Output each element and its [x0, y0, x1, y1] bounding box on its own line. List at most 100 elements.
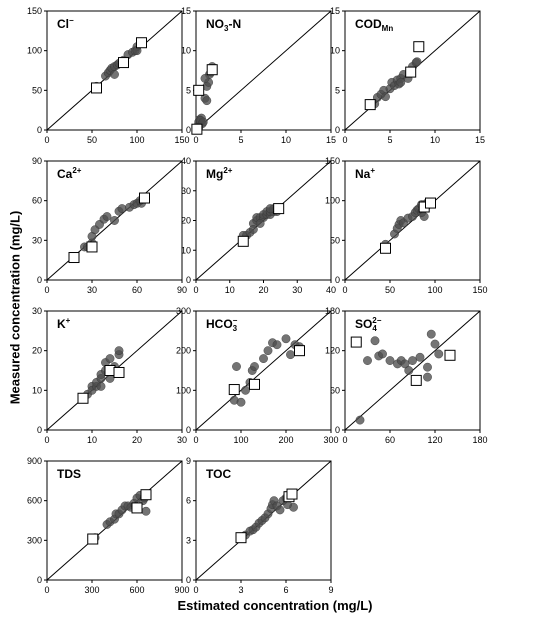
data-point-square [410, 374, 422, 386]
x-tick-label: 10 [87, 435, 97, 445]
x-tick-label: 6 [283, 585, 288, 595]
data-point [415, 352, 425, 362]
y-tick-label: 150 [27, 6, 42, 16]
y-tick-label: 9 [186, 456, 191, 466]
data-point [385, 356, 395, 365]
panel-title: Mg2+ [206, 166, 233, 181]
y-tick-label: 0 [335, 425, 340, 435]
y-tick-label: 50 [32, 85, 42, 95]
data-point-square [136, 37, 147, 49]
data-point [378, 349, 387, 359]
y-tick-label: 50 [330, 235, 340, 245]
data-point-square [118, 57, 129, 69]
data-point-square [206, 64, 218, 76]
y-tick-label: 3 [186, 535, 191, 545]
x-tick-label: 150 [472, 285, 487, 295]
plot-frame [46, 160, 183, 281]
data-point [96, 381, 106, 391]
x-tick-label: 0 [193, 585, 198, 595]
plot-frame [344, 310, 481, 431]
x-tick-label: 30 [177, 435, 187, 445]
data-point-square [191, 123, 203, 135]
data-point [110, 216, 119, 225]
y-tick-label: 300 [176, 306, 191, 316]
data-point-square [237, 235, 249, 247]
x-tick-label: 300 [323, 435, 338, 445]
x-tick-label: 0 [342, 285, 347, 295]
scatter-panel-3: 00 5 5 10 10 15 15 CODMn [330, 6, 485, 145]
data-point [286, 350, 295, 360]
x-tick-label: 900 [174, 585, 189, 595]
y-tick-label: 100 [176, 385, 191, 395]
x-tick-label: 5 [387, 135, 392, 145]
x-tick-label: 5 [238, 135, 243, 145]
data-point [114, 346, 124, 356]
x-tick-label: 10 [225, 285, 235, 295]
y-tick-label: 15 [181, 6, 191, 16]
data-point-square [91, 82, 102, 94]
x-tick-label: 200 [278, 435, 293, 445]
x-tick-label: 50 [87, 135, 97, 145]
data-point [259, 354, 268, 363]
x-tick-label: 0 [193, 285, 198, 295]
data-point [404, 366, 414, 375]
panel-title: Cl− [57, 16, 74, 31]
y-tick-label: 30 [32, 235, 42, 245]
data-point-square [140, 489, 152, 501]
scatter-panel-4: 00 30 30 60 60 90 90 Ca2+ [32, 156, 187, 295]
x-tick-label: 0 [44, 435, 49, 445]
y-tick-label: 60 [330, 385, 340, 395]
data-point [430, 339, 440, 349]
data-point [355, 415, 365, 425]
data-point [200, 74, 210, 83]
y-tick-label: 10 [32, 385, 42, 395]
panel-title: HCO3− [206, 316, 238, 333]
y-tick-label: 100 [325, 196, 340, 206]
panel-title: Ca2+ [57, 166, 82, 181]
data-point-square [425, 197, 436, 209]
data-point-square [405, 66, 417, 78]
x-tick-label: 0 [193, 435, 198, 445]
y-tick-label: 0 [37, 575, 42, 585]
scatter-panel-7: 00 10 10 20 20 30 30 K+ [32, 306, 187, 445]
plot-frame [195, 310, 332, 431]
data-point-square [193, 84, 205, 96]
x-tick-label: 3 [238, 585, 243, 595]
x-tick-label: 0 [193, 135, 198, 145]
data-point [281, 334, 291, 344]
y-tick-label: 30 [32, 306, 42, 316]
data-point [412, 57, 422, 67]
data-point [117, 204, 127, 214]
panel-title: Na+ [355, 166, 375, 181]
x-tick-label: 0 [44, 285, 49, 295]
data-point [250, 362, 259, 371]
x-tick-label: 100 [129, 135, 144, 145]
data-point-square [113, 366, 125, 378]
plot-frame [46, 310, 183, 431]
x-tick-label: 15 [326, 135, 336, 145]
y-tick-label: 100 [27, 46, 42, 56]
y-tick-label: 150 [325, 156, 340, 166]
panel-title: TDS [57, 467, 81, 481]
y-tick-label: 30 [181, 186, 191, 196]
x-tick-label: 600 [129, 585, 144, 595]
data-point-square [249, 378, 260, 390]
data-point-square [294, 345, 305, 357]
panel-title: SO42− [355, 316, 382, 333]
one-to-one-line [195, 10, 332, 131]
data-point [275, 505, 285, 515]
data-point-square [273, 203, 285, 215]
x-tick-label: 100 [427, 285, 442, 295]
data-point [255, 219, 265, 228]
y-tick-label: 5 [186, 85, 191, 95]
data-point-square [86, 241, 98, 253]
y-tick-label: 10 [181, 245, 191, 255]
y-tick-label: 60 [32, 196, 42, 206]
y-tick-label: 0 [186, 125, 191, 135]
y-tick-label: 0 [37, 125, 42, 135]
x-tick-label: 120 [427, 435, 442, 445]
x-tick-label: 0 [44, 585, 49, 595]
